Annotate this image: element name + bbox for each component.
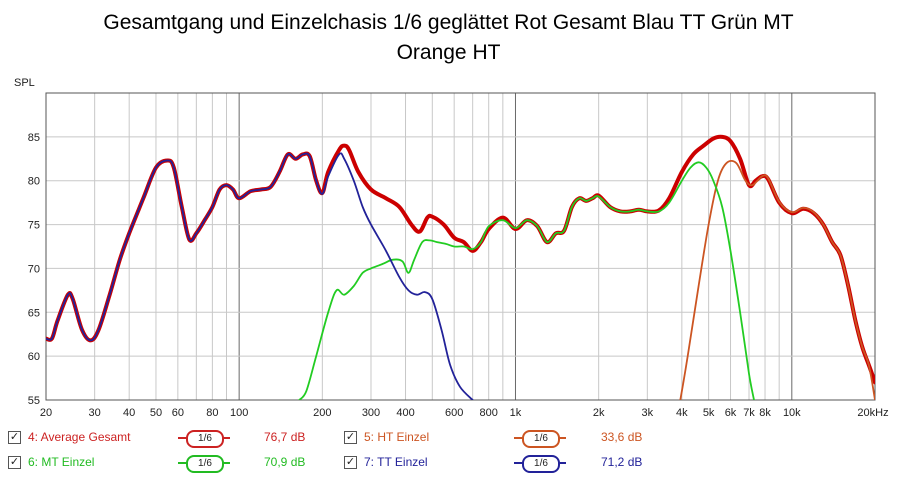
chart-title-line-2: Orange HT — [396, 41, 501, 64]
frequency-response-chart: 55 60 65 70 75 80 85 SPL 20 30 40 50 60 80 100 200 300 40… — [14, 77, 889, 419]
x-tick-label: 600 — [445, 407, 463, 419]
legend-row-1: ✓ 4: Average Gesamt 1/6 76,7 dB ✓ 5: HT … — [0, 428, 897, 448]
y-axis-label: SPL — [14, 77, 35, 89]
legend-label-mt-einzel: 6: MT Einzel — [28, 455, 95, 469]
x-tick-label: 300 — [362, 407, 380, 419]
legend-value-tt-einzel: 71,2 dB — [601, 455, 643, 469]
legend: ✓ 4: Average Gesamt 1/6 76,7 dB ✓ 5: HT … — [0, 424, 897, 477]
x-tick-label: 1k — [510, 407, 522, 419]
x-tick-label: 2k — [593, 407, 605, 419]
x-tick-label: 100 — [230, 407, 248, 419]
x-tick-label: 30 — [89, 407, 101, 419]
plot-border — [45, 92, 876, 401]
legend-label-average-gesamt: 4: Average Gesamt — [28, 430, 131, 444]
legend-smoothing-mt-einzel[interactable]: 1/6 — [186, 455, 224, 473]
x-tick-label: 80 — [206, 407, 218, 419]
x-tick-label: 200 — [313, 407, 331, 419]
chart-title: Gesamtgang und Einzelchasis 1/6 geglätte… — [0, 8, 897, 68]
x-tick-label: 20 — [40, 407, 52, 419]
legend-label-tt-einzel: 7: TT Einzel — [364, 455, 428, 469]
y-tick-label: 65 — [28, 307, 40, 319]
series-line-ht-einzel — [679, 160, 875, 400]
legend-value-mt-einzel: 70,9 dB — [264, 455, 306, 469]
y-tick-label: 80 — [28, 176, 40, 188]
x-tick-label: 50 — [150, 407, 162, 419]
x-tick-label: 3k — [642, 407, 654, 419]
legend-smoothing-average-gesamt[interactable]: 1/6 — [186, 430, 224, 448]
y-tick-label: 85 — [28, 132, 40, 144]
y-tick-label: 75 — [28, 220, 40, 232]
x-tick-label: 5k — [703, 407, 715, 419]
x-tick-label: 400 — [396, 407, 414, 419]
legend-checkbox-tt-einzel[interactable]: ✓ — [344, 456, 357, 469]
legend-value-ht-einzel: 33,6 dB — [601, 430, 643, 444]
y-tick-label: 60 — [28, 351, 40, 363]
y-tick-label: 70 — [28, 263, 40, 275]
chart-title-line-1: Gesamtgang und Einzelchasis 1/6 geglätte… — [103, 11, 794, 34]
x-tick-label: 60 — [172, 407, 184, 419]
legend-row-2: ✓ 6: MT Einzel 1/6 70,9 dB ✓ 7: TT Einze… — [0, 453, 897, 473]
series-line-tt-einzel — [46, 152, 474, 400]
y-tick-label: 55 — [28, 395, 40, 407]
x-tick-label: 6k — [725, 407, 737, 419]
x-tick-label: 10k — [783, 407, 801, 419]
legend-smoothing-ht-einzel[interactable]: 1/6 — [522, 430, 560, 448]
x-tick-label: 800 — [480, 407, 498, 419]
legend-value-average-gesamt: 76,7 dB — [264, 430, 306, 444]
x-tick-label: 7k — [743, 407, 755, 419]
legend-label-ht-einzel: 5: HT Einzel — [364, 430, 430, 444]
legend-smoothing-tt-einzel[interactable]: 1/6 — [522, 455, 560, 473]
x-tick-label: 20kHz — [857, 407, 888, 419]
x-tick-label: 8k — [759, 407, 771, 419]
series-line-mt-einzel — [298, 161, 755, 400]
legend-checkbox-mt-einzel[interactable]: ✓ — [8, 456, 21, 469]
x-tick-label: 4k — [676, 407, 688, 419]
legend-checkbox-average-gesamt[interactable]: ✓ — [8, 431, 21, 444]
x-tick-label: 40 — [123, 407, 135, 419]
legend-checkbox-ht-einzel[interactable]: ✓ — [344, 431, 357, 444]
